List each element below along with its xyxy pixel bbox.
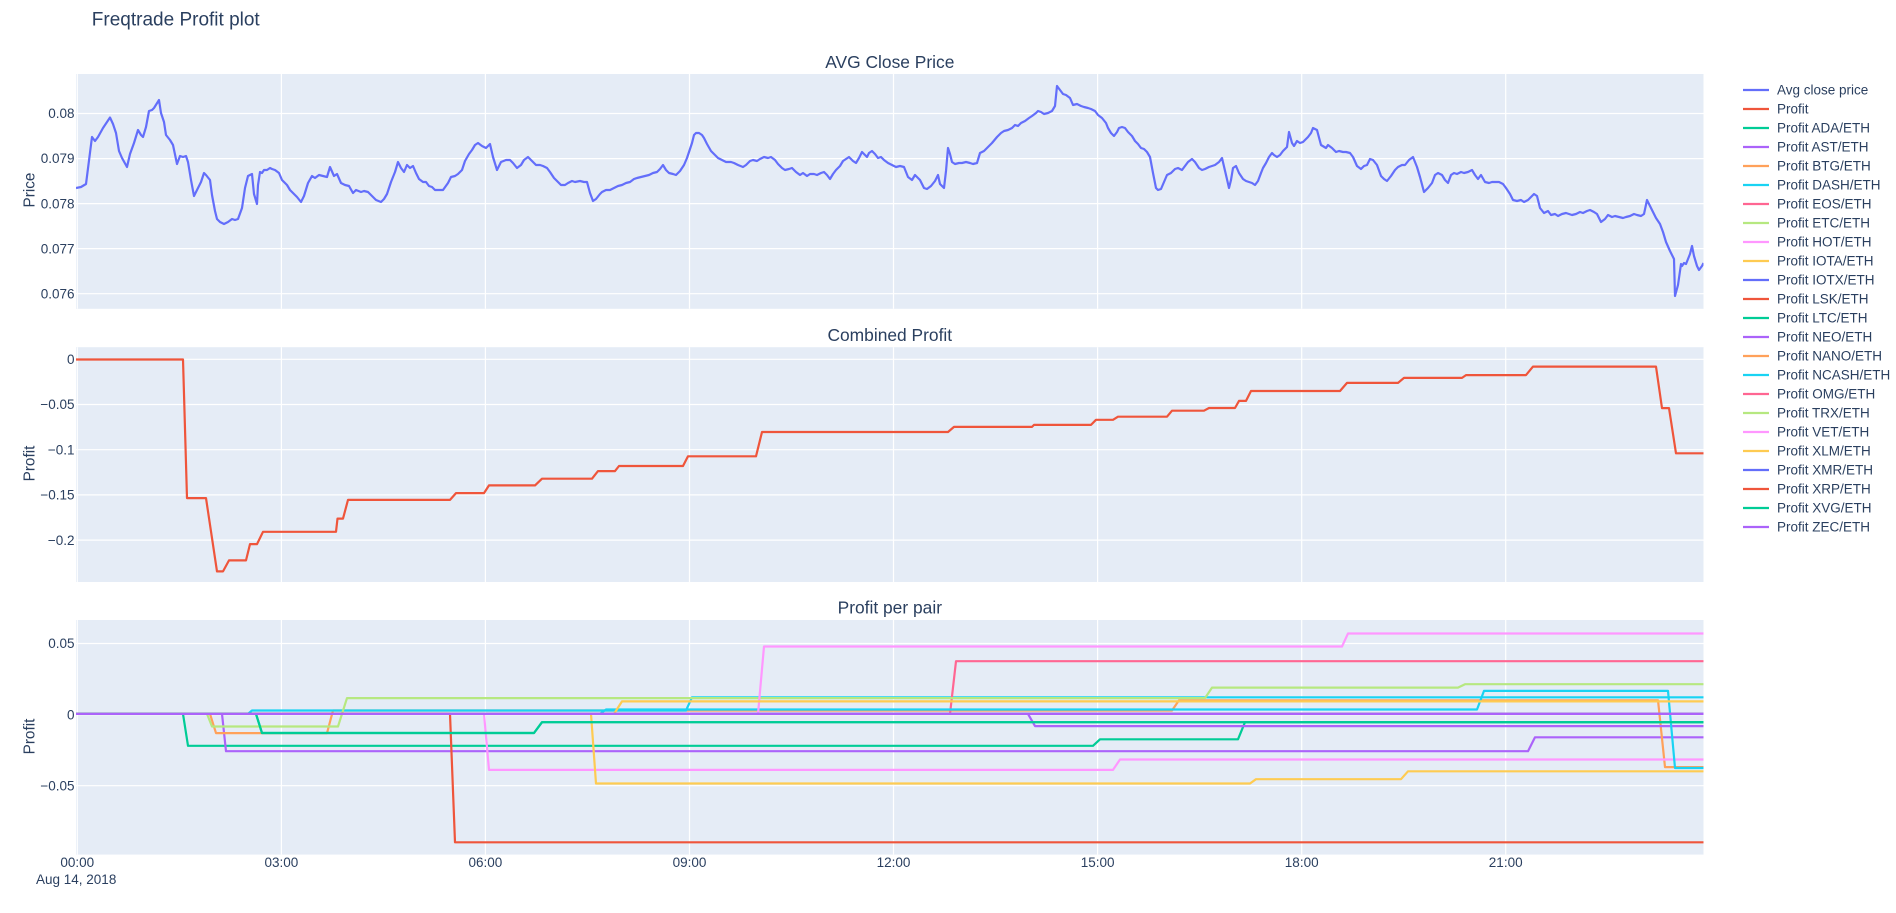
- svg-text:Profit EOS/ETH: Profit EOS/ETH: [1777, 196, 1872, 211]
- svg-text:−0.1: −0.1: [48, 442, 75, 457]
- svg-text:12:00: 12:00: [877, 855, 911, 870]
- svg-text:Profit DASH/ETH: Profit DASH/ETH: [1777, 177, 1881, 192]
- svg-text:Profit ZEC/ETH: Profit ZEC/ETH: [1777, 519, 1870, 534]
- svg-text:Profit XRP/ETH: Profit XRP/ETH: [1777, 481, 1871, 496]
- svg-text:00:00: 00:00: [60, 855, 94, 870]
- svg-text:Price: Price: [22, 173, 39, 208]
- svg-text:06:00: 06:00: [469, 855, 503, 870]
- svg-text:Profit LTC/ETH: Profit LTC/ETH: [1777, 310, 1868, 325]
- svg-text:Profit XMR/ETH: Profit XMR/ETH: [1777, 462, 1873, 477]
- svg-text:09:00: 09:00: [673, 855, 707, 870]
- svg-text:Profit NEO/ETH: Profit NEO/ETH: [1777, 329, 1872, 344]
- svg-text:0.079: 0.079: [41, 151, 75, 166]
- svg-text:0.078: 0.078: [41, 196, 75, 211]
- svg-text:Avg close price: Avg close price: [1777, 82, 1868, 97]
- svg-text:Profit BTG/ETH: Profit BTG/ETH: [1777, 158, 1871, 173]
- svg-text:0: 0: [67, 352, 75, 367]
- svg-text:Profit per pair: Profit per pair: [838, 598, 943, 618]
- svg-text:Profit HOT/ETH: Profit HOT/ETH: [1777, 234, 1872, 249]
- svg-text:Profit ADA/ETH: Profit ADA/ETH: [1777, 120, 1870, 135]
- svg-text:−0.15: −0.15: [40, 488, 74, 503]
- svg-text:21:00: 21:00: [1489, 855, 1523, 870]
- svg-text:Profit NCASH/ETH: Profit NCASH/ETH: [1777, 367, 1890, 382]
- svg-text:18:00: 18:00: [1285, 855, 1319, 870]
- svg-text:Profit IOTA/ETH: Profit IOTA/ETH: [1777, 253, 1874, 268]
- svg-text:Profit IOTX/ETH: Profit IOTX/ETH: [1777, 272, 1875, 287]
- svg-text:Profit: Profit: [22, 445, 39, 481]
- svg-text:Combined Profit: Combined Profit: [827, 325, 952, 345]
- svg-text:Profit TRX/ETH: Profit TRX/ETH: [1777, 405, 1870, 420]
- svg-text:Profit XLM/ETH: Profit XLM/ETH: [1777, 443, 1871, 458]
- svg-text:Profit NANO/ETH: Profit NANO/ETH: [1777, 348, 1882, 363]
- svg-text:Profit VET/ETH: Profit VET/ETH: [1777, 424, 1869, 439]
- svg-text:0.076: 0.076: [41, 286, 75, 301]
- svg-text:−0.05: −0.05: [40, 397, 74, 412]
- svg-text:Profit: Profit: [22, 718, 39, 754]
- svg-text:0: 0: [67, 707, 75, 722]
- svg-text:0.05: 0.05: [48, 636, 74, 651]
- svg-text:Profit ETC/ETH: Profit ETC/ETH: [1777, 215, 1870, 230]
- svg-text:Freqtrade Profit plot: Freqtrade Profit plot: [92, 10, 261, 31]
- svg-text:Profit: Profit: [1777, 101, 1809, 116]
- svg-text:Profit AST/ETH: Profit AST/ETH: [1777, 139, 1869, 154]
- svg-text:15:00: 15:00: [1081, 855, 1115, 870]
- svg-text:0.077: 0.077: [41, 241, 75, 256]
- svg-text:Aug 14, 2018: Aug 14, 2018: [36, 872, 116, 887]
- svg-text:Profit XVG/ETH: Profit XVG/ETH: [1777, 500, 1872, 515]
- svg-text:Profit LSK/ETH: Profit LSK/ETH: [1777, 291, 1869, 306]
- svg-text:AVG Close Price: AVG Close Price: [825, 52, 954, 72]
- svg-text:03:00: 03:00: [265, 855, 299, 870]
- svg-text:−0.05: −0.05: [40, 778, 74, 793]
- svg-text:Profit OMG/ETH: Profit OMG/ETH: [1777, 386, 1875, 401]
- svg-text:−0.2: −0.2: [48, 533, 75, 548]
- svg-text:0.08: 0.08: [48, 106, 74, 121]
